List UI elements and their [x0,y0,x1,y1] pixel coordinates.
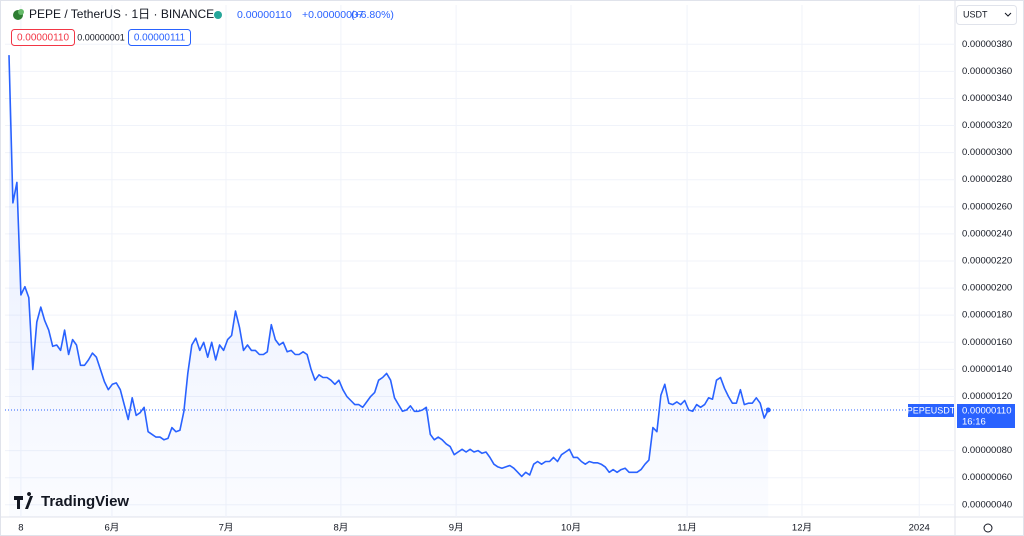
currency[interactable]: USDT [963,9,988,19]
y-tick-label: 0.00000280 [962,174,1012,185]
currency-select[interactable] [956,5,1017,25]
price-tag-bg [957,404,1015,428]
x-tick-label: 6月 [105,523,120,534]
y-tick-label: 0.00000300 [962,147,1012,158]
brand[interactable]: TradingView [41,493,129,510]
y-tick-label: 0.00000160 [962,337,1012,348]
buy-button[interactable] [128,29,191,46]
x-tick-label: 10月 [561,523,581,534]
symbol-tag-bg [908,404,954,417]
market-status [214,11,222,19]
y-tick-label: 0.00000260 [962,201,1012,212]
x-tick-label: 8 [18,523,23,534]
spread: 0.00000001 [77,32,125,42]
y-tick-label: 0.00000380 [962,39,1012,50]
symbol-tag: PEPEUSDT [907,405,956,415]
y-tick-label: 0.00000200 [962,283,1012,294]
plot [5,55,955,517]
y-tick-label: 0.00000140 [962,364,1012,375]
x-tick-label: 2024 [909,523,930,534]
y-tick-label: 0.00000340 [962,93,1012,104]
y-tick-label: 0.00000320 [962,120,1012,131]
y-tick-label: 0.00000080 [962,445,1012,456]
brand-logo [14,492,33,509]
price-change-pct: (+6.80%) [351,9,394,21]
buy-price[interactable]: 0.00000111 [134,33,186,44]
price-change: +0.00000007 [302,9,364,21]
price-tag: 0.00000110 [962,406,1012,417]
y-tick-label: 0.00000040 [962,499,1012,510]
symbol-title[interactable]: PEPE / TetherUS · 1日 · BINANCE [29,7,214,21]
y-tick-label: 0.00000180 [962,310,1012,321]
sell-button[interactable] [11,29,75,46]
y-tick-label: 0.00000120 [962,391,1012,402]
x-tick-label: 8月 [333,523,348,534]
x-tick-label: 12月 [792,523,812,534]
y-tick-label: 0.00000360 [962,66,1012,77]
y-tick-label: 0.00000060 [962,472,1012,483]
x-tick-label: 11月 [677,523,696,534]
settings-icon[interactable] [983,523,993,533]
y-tick-label: 0.00000240 [962,228,1012,239]
last-point [765,407,771,413]
countdown: 16:16 [962,417,986,428]
area-fill [8,55,769,517]
dropdown-arrow [1004,12,1012,17]
sell-price[interactable]: 0.00000110 [17,33,70,44]
price-line [8,55,769,478]
y-tick-label: 0.00000220 [962,256,1012,267]
axes: 0.00000040 0.00000060 0.00000080 0.00000120… [18,39,1012,534]
x-tick-label: 7月 [219,523,234,534]
grid [5,5,955,517]
last-price: 0.00000110 [237,9,292,21]
symbol-logo-part [18,9,24,15]
x-tick-label: 9月 [449,523,464,534]
